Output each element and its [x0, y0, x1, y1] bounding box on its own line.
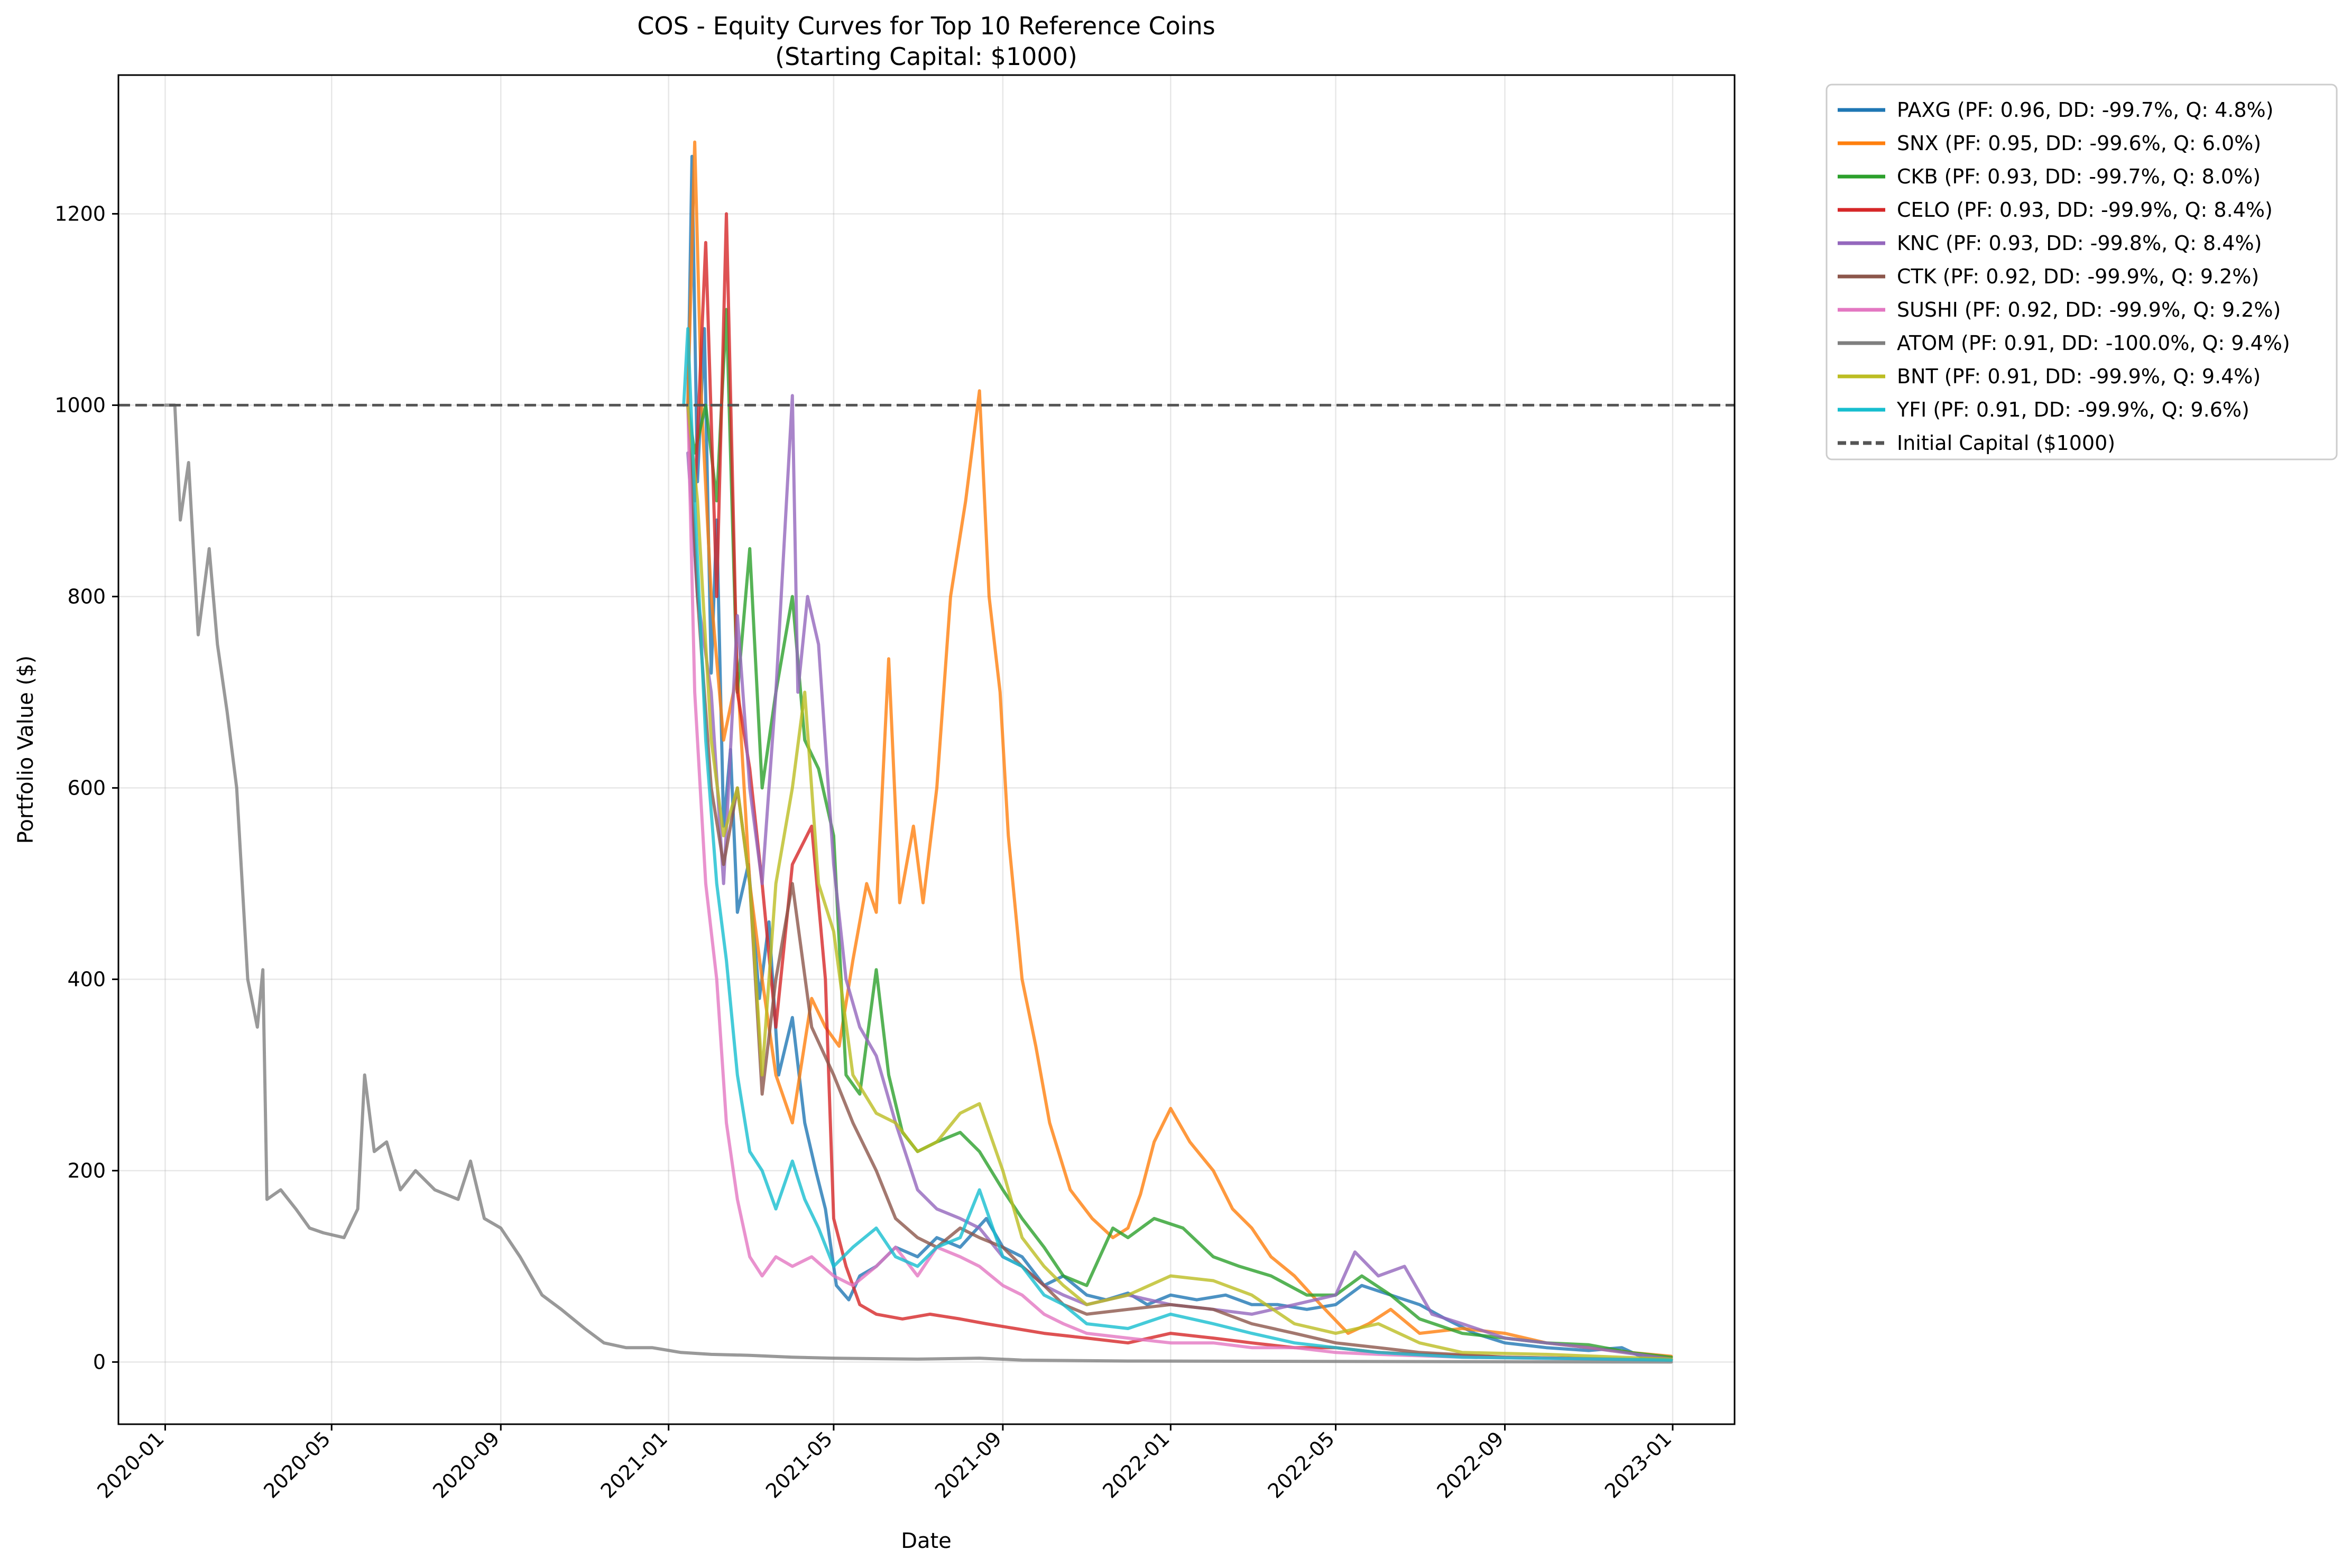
y-axis-ticks: 0 200 400 600 800 1000 1200 [54, 202, 118, 1373]
y-axis-label: Portfolio Value ($) [14, 656, 38, 844]
series-line-celo [686, 212, 1673, 1362]
series-line-ckb [686, 308, 1673, 1359]
y-tick-label: 1000 [54, 393, 106, 417]
series-line-knc [686, 394, 1673, 1361]
legend: PAXG (PF: 0.96, DD: -99.7%, Q: 4.8%) SNX … [1826, 84, 2338, 460]
legend-label-atom: ATOM (PF: 0.91, DD: -100.0%, Q: 9.4%) [1897, 331, 2290, 355]
series-line-bnt [686, 403, 1673, 1361]
chart-title: COS - Equity Curves for Top 10 Reference… [637, 12, 1215, 40]
y-tick-label: 800 [67, 585, 106, 608]
x-tick-label: 2022-05 [1263, 1427, 1339, 1502]
y-tick-label: 0 [93, 1350, 106, 1373]
legend-label-snx: SNX (PF: 0.95, DD: -99.6%, Q: 6.0%) [1897, 132, 2261, 155]
legend-label-sushi: SUSHI (PF: 0.92, DD: -99.9%, Q: 9.2%) [1897, 298, 2281, 321]
x-tick-label: 2021-05 [761, 1427, 837, 1502]
y-tick-label: 600 [67, 776, 106, 799]
legend-label-knc: KNC (PF: 0.93, DD: -99.8%, Q: 8.4%) [1897, 232, 2262, 255]
y-tick-label: 400 [67, 967, 106, 991]
legend-frame [1826, 84, 2338, 460]
series-line-yfi [682, 327, 1673, 1362]
y-tick-label: 200 [67, 1159, 106, 1182]
series-line-paxg [686, 154, 1673, 1361]
x-tick-label: 2022-01 [1098, 1427, 1174, 1502]
x-tick-label: 2021-09 [930, 1427, 1006, 1502]
x-tick-label: 2020-09 [428, 1427, 504, 1502]
x-axis-label: Date [901, 1529, 952, 1553]
legend-label-celo: CELO (PF: 0.93, DD: -99.9%, Q: 8.4%) [1897, 198, 2273, 222]
legend-label-paxg: PAXG (PF: 0.96, DD: -99.7%, Q: 4.8%) [1897, 98, 2273, 122]
legend-label-initial-capital: Initial Capital ($1000) [1897, 431, 2115, 455]
legend-label-bnt: BNT (PF: 0.91, DD: -99.9%, Q: 9.4%) [1897, 365, 2261, 388]
legend-label-ctk: CTK (PF: 0.92, DD: -99.9%, Q: 9.2%) [1897, 265, 2259, 288]
y-tick-label: 1200 [54, 202, 106, 225]
series-line-atom [163, 403, 1673, 1364]
chart-subtitle: (Starting Capital: $1000) [775, 42, 1077, 71]
x-axis-ticks: 2020-01 2020-05 2020-09 2021-01 2021-05 2021-… [93, 1424, 1676, 1503]
x-tick-label: 2023-01 [1600, 1427, 1676, 1502]
x-tick-label: 2022-09 [1432, 1427, 1508, 1502]
grid-lines [118, 75, 1735, 1424]
x-tick-label: 2020-01 [93, 1427, 168, 1502]
x-tick-label: 2021-01 [596, 1427, 672, 1502]
series-line-snx [686, 140, 1673, 1358]
x-tick-label: 2020-05 [259, 1427, 335, 1502]
series-lines [163, 140, 1673, 1364]
plot-frame [117, 74, 1736, 1425]
legend-label-yfi: YFI (PF: 0.91, DD: -99.9%, Q: 9.6%) [1896, 398, 2249, 421]
legend-label-ckb: CKB (PF: 0.93, DD: -99.7%, Q: 8.0%) [1897, 165, 2261, 188]
